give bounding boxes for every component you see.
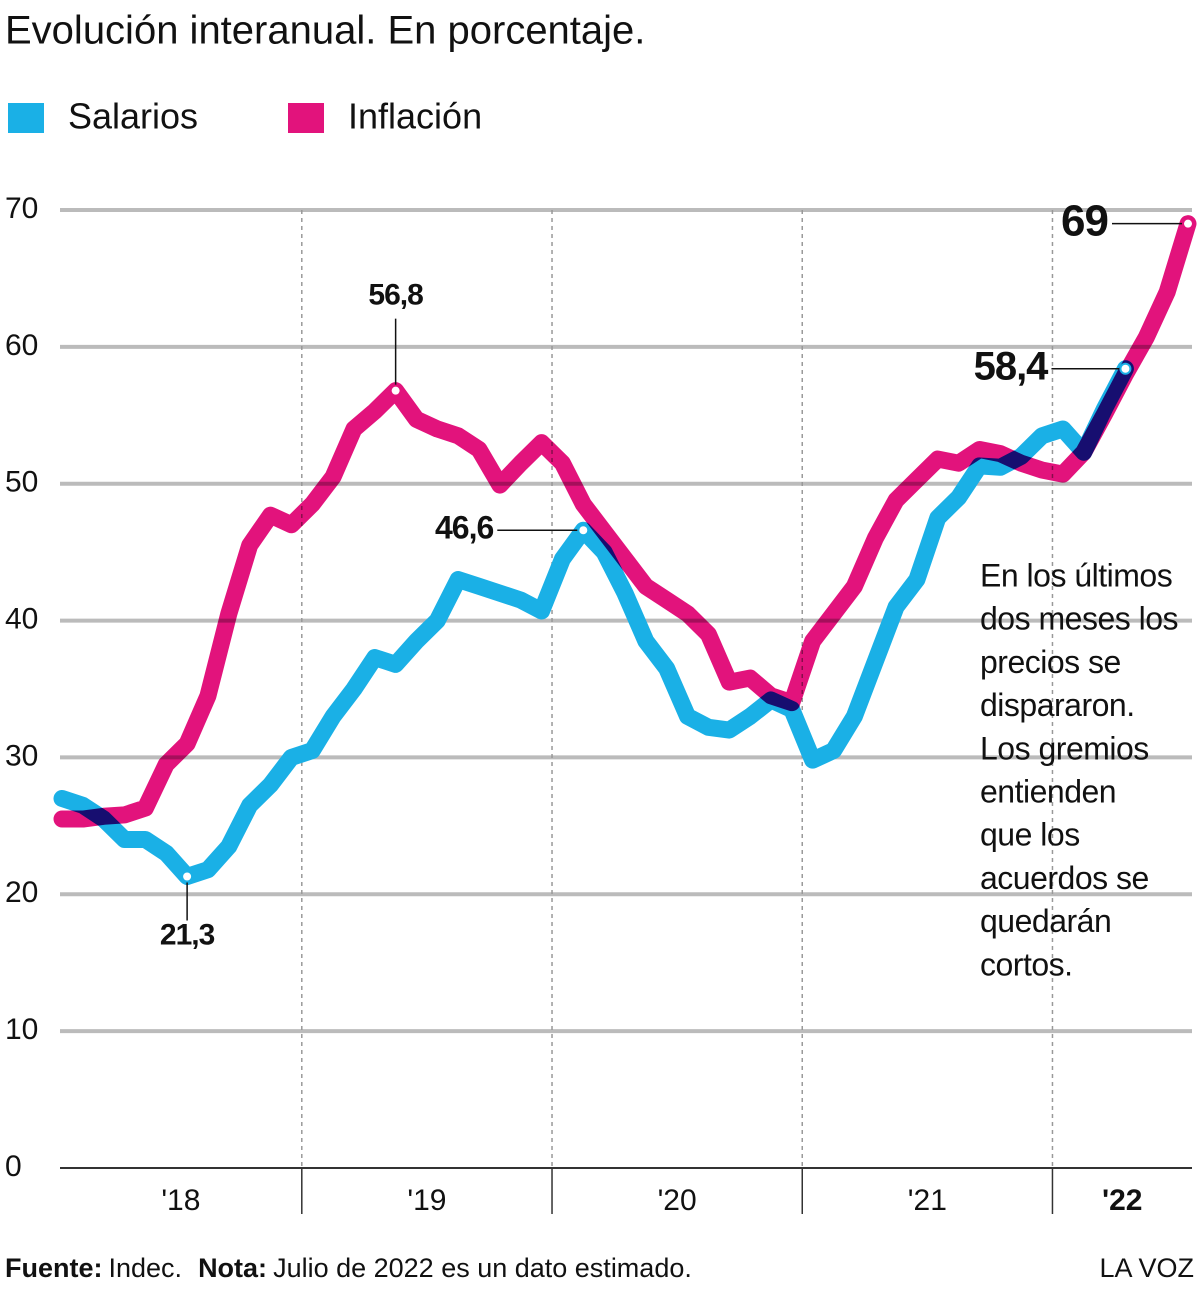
annotation-line: Los gremios [980,730,1149,766]
y-tick-label: 60 [5,329,38,362]
legend-label: Salarios [68,96,198,137]
legend-label: Inflación [348,96,482,137]
y-tick-label: 50 [5,466,38,499]
legend-swatch [8,103,44,133]
point-marker [389,384,402,397]
annotation-line: que los [980,817,1080,853]
point-marker [577,524,590,537]
point-marker [1119,362,1132,375]
data-label: 56,8 [368,279,423,312]
footer-note: Julio de 2022 es un dato estimado. [273,1253,692,1283]
footer-note-label: Nota: [198,1253,267,1283]
data-label: 21,3 [160,918,215,951]
annotation-line: entienden [980,773,1116,809]
annotation-line: precios se [980,644,1121,680]
data-label: 58,4 [974,344,1050,388]
y-tick-label: 10 [5,1013,38,1046]
y-tick-label: 70 [5,192,38,225]
x-tick-label: '21 [908,1184,947,1217]
y-tick-label: 30 [5,739,38,772]
y-tick-label: 0 [5,1150,22,1183]
y-tick-label: 20 [5,876,38,909]
point-marker [181,870,194,883]
footer-source: Indec. [109,1253,183,1283]
annotation-line: cortos. [980,946,1073,982]
annotation-line: quedarán [980,903,1111,939]
footer-source-label: Fuente: [5,1253,103,1283]
legend-swatch [288,103,324,133]
x-tick-label: '18 [161,1184,200,1217]
x-tick-label: '19 [407,1184,446,1217]
series-line [53,360,1134,885]
data-label: 69 [1061,196,1108,245]
x-tick-label: '20 [658,1184,697,1217]
y-tick-label: 40 [5,602,38,635]
data-label: 46,6 [435,510,493,546]
series-line [53,215,1197,828]
annotation-line: acuerdos se [980,860,1149,896]
annotation-line: dos meses los [980,601,1178,637]
annotation-line: dispararon. [980,687,1135,723]
point-marker [1182,217,1194,230]
annotation-line: En los últimos [980,557,1172,593]
x-tick-label: '22 [1102,1184,1143,1217]
brand: LA VOZ [1099,1253,1194,1283]
chart-title: Evolución interanual. En porcentaje. [5,9,645,53]
footer: Fuente: Indec. Nota: Julio de 2022 es un da… [5,1253,692,1283]
